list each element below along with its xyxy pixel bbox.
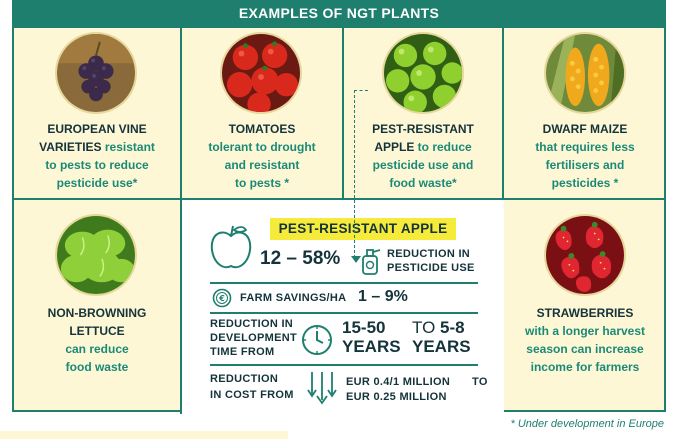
vine-line-2: VARIETIES resistant bbox=[39, 140, 155, 154]
tomatoes-line-4: to pests * bbox=[234, 176, 289, 190]
divider-1 bbox=[210, 282, 478, 284]
cost-label-line-1: REDUCTION bbox=[210, 373, 279, 385]
cost-from-value: EUR 0.4/1 MILLION bbox=[346, 376, 451, 388]
apple-line-3: pesticide use and bbox=[372, 158, 474, 172]
apple-stats-panel: PEST-RESISTANT APPLE 12 – 58% REDUCTION … bbox=[182, 200, 504, 414]
apple-line-1: PEST-RESISTANT bbox=[372, 122, 474, 136]
maize-text: DWARF MAIZE that requires less fertilise… bbox=[508, 120, 662, 192]
vine-line-1: EUROPEAN VINE bbox=[47, 122, 147, 136]
strawberries-line-1: STRAWBERRIES bbox=[536, 306, 634, 320]
grapes-photo bbox=[55, 32, 137, 114]
cost-to-word: TO bbox=[472, 376, 488, 388]
dev-to-value-line-2: YEARS bbox=[412, 337, 471, 356]
cell-maize: DWARF MAIZE that requires less fertilise… bbox=[504, 28, 666, 200]
maize-photo bbox=[544, 32, 626, 114]
ngt-grid: EUROPEAN VINE VARIETIES resistant to pes… bbox=[12, 26, 666, 414]
footnote: * Under development in Europe bbox=[510, 418, 664, 430]
apple-line-4: food waste* bbox=[389, 176, 457, 190]
strawberries-text: STRAWBERRIES with a longer harvest seaso… bbox=[508, 304, 662, 376]
lettuce-line-3: can reduce bbox=[65, 342, 129, 356]
lettuce-line-4: food waste bbox=[65, 360, 129, 374]
cell-strawberries: STRAWBERRIES with a longer harvest seaso… bbox=[504, 200, 666, 414]
strawberries-line-3: season can increase bbox=[526, 342, 644, 356]
apple-panel-title: PEST-RESISTANT APPLE bbox=[270, 218, 456, 240]
vine-text: EUROPEAN VINE VARIETIES resistant to pes… bbox=[18, 120, 176, 192]
cell-lettuce: NON-BROWNING LETTUCE can reduce food was… bbox=[14, 200, 182, 414]
maize-line-4: pesticides * bbox=[551, 176, 619, 190]
apple-text: PEST-RESISTANT APPLE to reduce pesticide… bbox=[348, 120, 498, 192]
cell-vine: EUROPEAN VINE VARIETIES resistant to pes… bbox=[14, 28, 182, 200]
clock-icon bbox=[300, 323, 334, 357]
lettuce-photo bbox=[55, 214, 137, 296]
vine-line-4: pesticide use* bbox=[56, 176, 138, 190]
pesticide-label-line-1: REDUCTION IN bbox=[387, 248, 471, 260]
connector-arrowhead bbox=[351, 256, 361, 263]
lettuce-line-2: LETTUCE bbox=[69, 324, 125, 338]
tomatoes-text: TOMATOES tolerant to drought and resista… bbox=[186, 120, 338, 192]
tomatoes-line-1: TOMATOES bbox=[228, 122, 296, 136]
divider-2 bbox=[210, 312, 478, 314]
dev-label-line-2: DEVELOPMENT bbox=[210, 332, 298, 344]
cost-to-value: EUR 0.25 MILLION bbox=[346, 391, 447, 403]
strawberries-line-2: with a longer harvest bbox=[524, 324, 646, 338]
cost-label-line-2: IN COST FROM bbox=[210, 389, 294, 401]
tomatoes-photo bbox=[220, 32, 302, 114]
dev-from-value-line-2: YEARS bbox=[342, 337, 401, 356]
bottom-strip bbox=[0, 431, 288, 439]
lettuce-text: NON-BROWNING LETTUCE can reduce food was… bbox=[18, 304, 176, 376]
connector-dashed-line bbox=[354, 90, 368, 258]
maize-line-2: that requires less bbox=[535, 140, 635, 154]
down-arrows-icon bbox=[306, 370, 338, 406]
dev-to-value-line-1: 5-8 bbox=[440, 318, 465, 337]
dev-to-word: TO bbox=[412, 318, 436, 337]
tomatoes-line-2: tolerant to drought bbox=[208, 140, 316, 154]
header-title-bar: EXAMPLES OF NGT PLANTS bbox=[12, 0, 666, 26]
maize-line-3: fertilisers and bbox=[545, 158, 625, 172]
strawberries-line-4: income for farmers bbox=[530, 360, 640, 374]
cell-tomatoes: TOMATOES tolerant to drought and resista… bbox=[182, 28, 344, 200]
cell-apple: PEST-RESISTANT APPLE to reduce pesticide… bbox=[344, 28, 504, 200]
euro-coin-icon: € bbox=[212, 288, 232, 308]
dev-from-value-line-1: 15-50 bbox=[342, 318, 386, 337]
apple-outline-icon bbox=[208, 222, 254, 272]
dev-label-line-1: REDUCTION IN bbox=[210, 318, 294, 330]
divider-3 bbox=[210, 364, 478, 366]
spray-bottle-icon bbox=[358, 244, 382, 276]
strawberries-photo bbox=[544, 214, 626, 296]
vine-line-3: to pests to reduce bbox=[45, 158, 149, 172]
pesticide-reduction-value: 12 – 58% bbox=[260, 248, 341, 269]
page-title: EXAMPLES OF NGT PLANTS bbox=[238, 5, 440, 21]
apples-photo bbox=[382, 32, 464, 114]
svg-text:€: € bbox=[218, 294, 225, 303]
dev-label-line-3: TIME FROM bbox=[210, 346, 275, 358]
maize-line-1: DWARF MAIZE bbox=[542, 122, 628, 136]
pesticide-label-line-2: PESTICIDE USE bbox=[387, 262, 475, 274]
farm-savings-label: FARM SAVINGS/HA bbox=[240, 292, 347, 304]
farm-savings-value: 1 – 9% bbox=[358, 288, 408, 305]
tomatoes-line-3: and resistant bbox=[224, 158, 300, 172]
apple-line-2: APPLE to reduce bbox=[374, 140, 472, 154]
lettuce-line-1: NON-BROWNING bbox=[47, 306, 147, 320]
